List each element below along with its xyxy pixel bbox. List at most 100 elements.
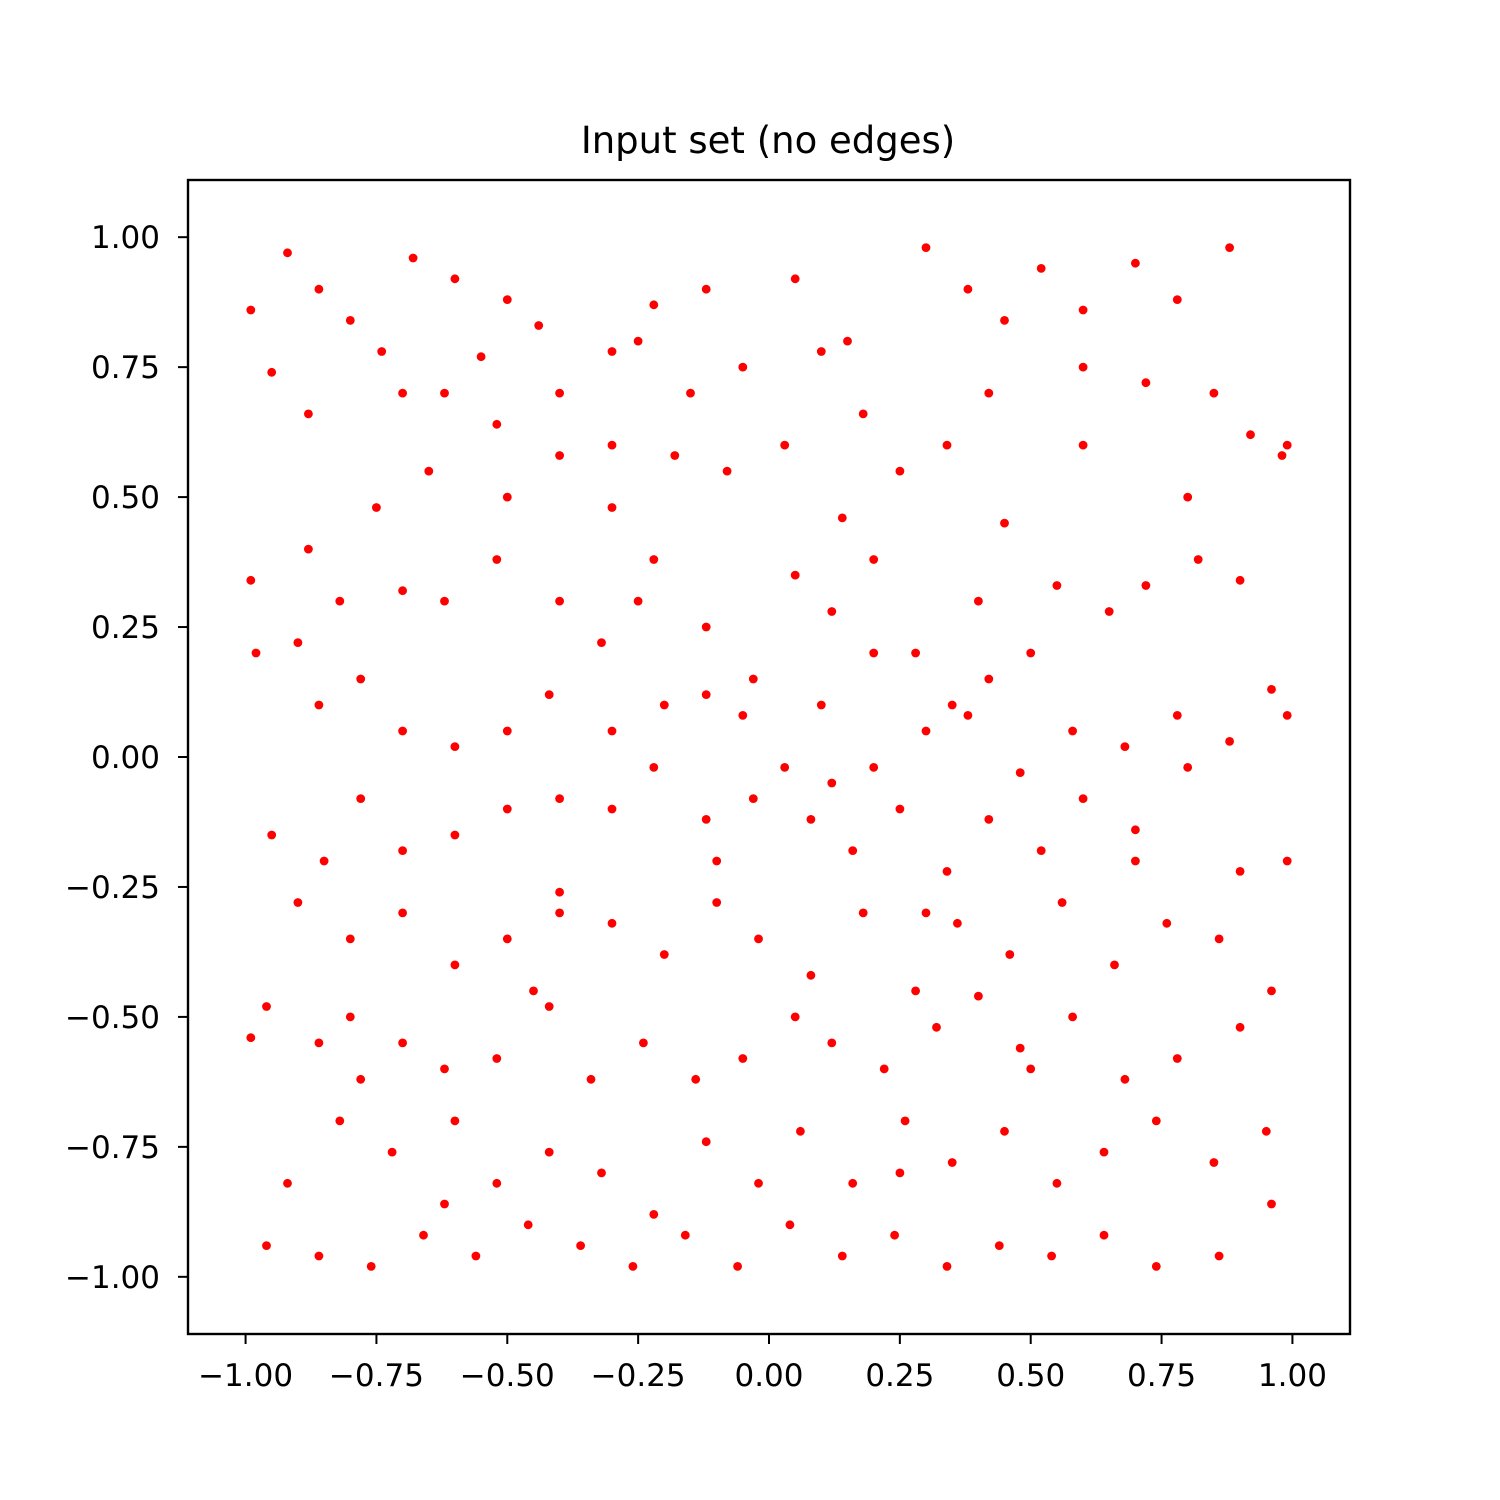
x-tick-label: 0.00 — [734, 1358, 803, 1394]
data-point — [372, 503, 381, 512]
data-point — [544, 1147, 554, 1157]
data-point — [440, 596, 449, 606]
data-point — [555, 887, 564, 897]
x-axis: −1.00 −0.75 −0.50 −0.25 0.00 0.25 0.50 0.75 1.00 — [198, 1334, 1327, 1394]
data-point — [984, 388, 994, 398]
data-point — [440, 1199, 449, 1209]
data-point — [900, 1116, 910, 1126]
data-point — [1120, 1074, 1130, 1084]
data-point — [1057, 898, 1067, 907]
data-point — [1099, 1147, 1109, 1157]
data-point — [1162, 918, 1172, 928]
data-point — [701, 690, 711, 699]
data-point — [607, 726, 617, 736]
data-point — [790, 274, 800, 284]
data-point — [314, 1038, 324, 1048]
data-point — [1005, 950, 1015, 959]
y-tick-label: −0.75 — [65, 1130, 160, 1166]
data-point — [1015, 768, 1025, 777]
data-point — [942, 867, 952, 876]
data-point — [246, 305, 256, 315]
data-point — [754, 1178, 763, 1188]
data-point — [544, 1002, 554, 1011]
data-point — [492, 419, 502, 429]
data-point — [1078, 794, 1088, 803]
data-point — [869, 555, 879, 564]
data-point — [895, 804, 905, 814]
data-point — [419, 1230, 428, 1240]
data-point — [1209, 1158, 1219, 1167]
data-point — [686, 388, 695, 398]
data-point — [398, 1038, 407, 1048]
data-point — [262, 1241, 271, 1250]
data-point — [1193, 555, 1203, 564]
data-point — [1141, 581, 1151, 590]
data-point — [963, 711, 973, 720]
data-point — [314, 284, 324, 294]
data-point — [555, 596, 564, 606]
data-point — [529, 986, 538, 996]
x-tick-label: 0.50 — [996, 1358, 1065, 1394]
data-point — [649, 300, 659, 310]
data-point — [911, 986, 920, 996]
data-point — [267, 367, 277, 377]
data-point — [953, 918, 962, 928]
data-point — [659, 700, 669, 710]
data-point — [314, 1251, 324, 1261]
data-point — [607, 440, 617, 450]
data-point — [398, 908, 407, 918]
data-point — [1235, 1022, 1245, 1032]
data-point — [701, 1137, 711, 1147]
data-point — [659, 950, 669, 959]
data-point — [827, 778, 837, 788]
data-point — [1000, 316, 1009, 325]
y-axis: −1.00 −0.75 −0.50 −0.25 0.00 0.25 0.50 0.75 1.00 — [65, 220, 188, 1296]
data-point — [806, 970, 816, 980]
data-point — [1235, 867, 1245, 876]
y-tick-label: −0.50 — [65, 1000, 160, 1036]
data-point — [335, 596, 345, 606]
data-point — [994, 1241, 1004, 1250]
data-point — [1183, 492, 1193, 502]
data-point — [319, 856, 329, 866]
points-layer — [246, 243, 1292, 1271]
data-point — [1131, 825, 1140, 835]
data-point — [701, 622, 711, 632]
data-point — [424, 466, 434, 476]
y-tick-label: −0.25 — [65, 870, 160, 906]
data-point — [555, 388, 564, 398]
data-point — [1214, 934, 1224, 944]
data-point — [492, 1054, 502, 1063]
data-point — [921, 908, 931, 918]
x-tick-label: −0.75 — [329, 1358, 424, 1394]
data-point — [837, 513, 847, 523]
data-point — [942, 1262, 952, 1271]
data-point — [267, 830, 277, 840]
data-point — [1104, 607, 1114, 616]
data-point — [387, 1147, 397, 1157]
data-point — [1282, 440, 1292, 450]
data-point — [733, 1262, 742, 1271]
data-point — [607, 804, 617, 814]
data-point — [283, 248, 292, 258]
data-point — [293, 898, 303, 907]
data-point — [377, 347, 387, 356]
data-point — [649, 1210, 659, 1219]
data-point — [963, 284, 973, 294]
data-point — [246, 1033, 256, 1043]
data-point — [1225, 737, 1234, 746]
data-point — [895, 466, 905, 476]
data-point — [858, 409, 868, 419]
data-point — [502, 804, 512, 814]
data-point — [895, 1168, 905, 1178]
data-point — [947, 700, 957, 710]
y-tick-label: 0.25 — [91, 610, 160, 646]
data-point — [649, 555, 659, 564]
data-point — [1078, 362, 1088, 372]
data-point — [502, 934, 512, 944]
data-point — [1246, 430, 1255, 440]
data-point — [1099, 1230, 1109, 1240]
data-point — [1000, 1126, 1009, 1136]
data-point — [1036, 264, 1046, 273]
data-point — [869, 763, 879, 772]
